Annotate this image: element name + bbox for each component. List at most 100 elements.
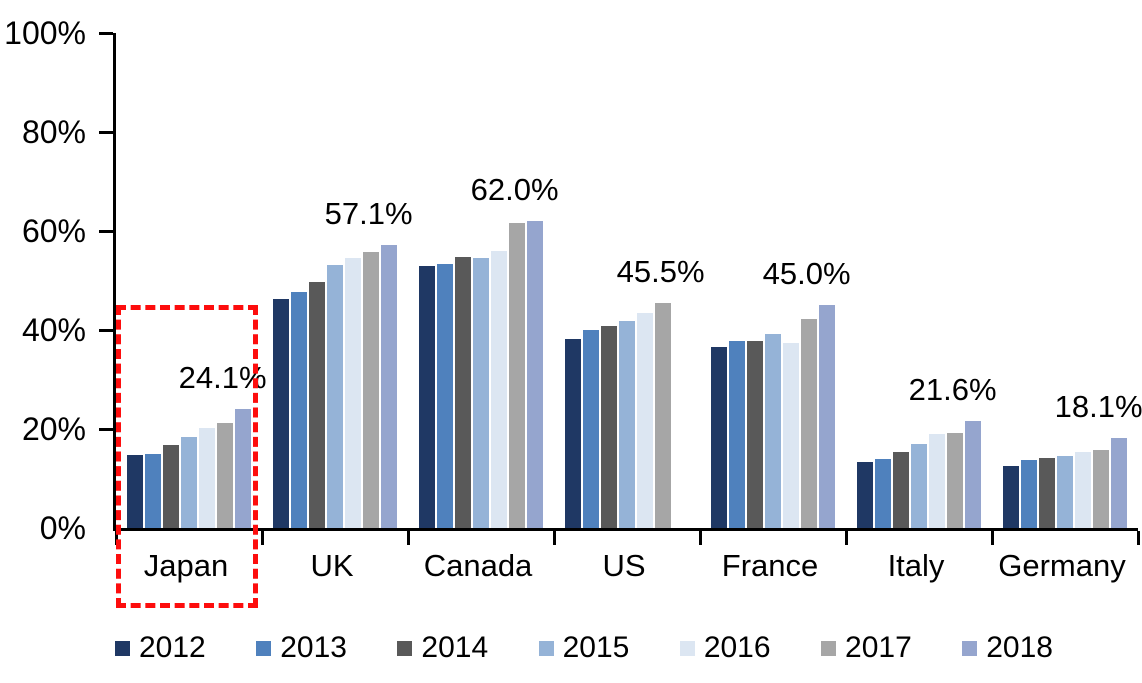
- legend-swatch-2017: [821, 640, 837, 656]
- bar-uk-2014: [309, 281, 325, 528]
- bar-canada-2014: [455, 256, 471, 528]
- legend-item-2017: 2017: [821, 633, 912, 663]
- y-axis-tick: [99, 427, 113, 431]
- category-label-us: US: [602, 548, 646, 583]
- category-label-uk: UK: [310, 548, 354, 583]
- bar-japan-2013: [145, 453, 161, 528]
- bar-germany-2012: [1003, 466, 1019, 528]
- bar-group-uk: [262, 33, 408, 528]
- bar-group-japan: [116, 33, 262, 528]
- bar-italy-2014: [893, 451, 909, 528]
- value-label-france: 45.0%: [762, 256, 851, 292]
- legend-label-2017: 2017: [845, 631, 912, 664]
- x-axis-tick: [260, 531, 264, 545]
- bar-us-2015: [619, 320, 635, 528]
- x-axis-tick: [552, 531, 556, 545]
- legend-item-2013: 2013: [256, 633, 347, 663]
- y-axis: 0% 20% 40% 60% 80% 100%: [0, 17, 99, 544]
- y-axis-tick: [99, 229, 113, 233]
- bar-italy-2013: [875, 458, 891, 528]
- category-label-germany: Germany: [998, 548, 1126, 583]
- legend-label-2015: 2015: [562, 631, 630, 664]
- category-label-france: France: [721, 548, 819, 583]
- plot-area: 24.1% 57.1% 62.0% 45.5% 45.0% 21.6% 18.1%: [99, 31, 1142, 545]
- bar-uk-2012: [273, 298, 289, 528]
- legend-swatch-2013: [256, 640, 272, 656]
- bar-france-2012: [711, 347, 727, 528]
- x-axis-tick: [406, 531, 410, 545]
- category-label-japan: Japan: [143, 548, 229, 583]
- category-label-canada: Canada: [423, 548, 533, 583]
- bar-group-italy: [846, 33, 992, 528]
- legend-item-2012: 2012: [115, 633, 206, 663]
- bar-germany-2016: [1075, 452, 1091, 528]
- bar-canada-2015: [473, 257, 489, 528]
- y-tick-label: 60%: [21, 213, 86, 249]
- bar-uk-2017: [363, 252, 379, 528]
- bar-japan-2018: [235, 408, 251, 528]
- y-axis-tick: [99, 328, 113, 332]
- legend-swatch-2016: [679, 640, 695, 656]
- legend-item-2014: 2014: [397, 633, 488, 663]
- value-label-japan: 24.1%: [178, 359, 267, 395]
- bar-uk-2018: [381, 245, 397, 528]
- y-tick-label: 0%: [39, 510, 86, 546]
- legend-item-2016: 2016: [679, 631, 771, 664]
- bar-japan-2016: [199, 428, 215, 528]
- legend-label-2016: 2016: [703, 631, 771, 664]
- bar-italy-2017: [947, 433, 963, 528]
- bar-germany-2014: [1039, 457, 1055, 528]
- bar-france-2013: [729, 341, 745, 528]
- legend: 2012 2013 2014 2015 2016 2017 2018: [115, 633, 1053, 663]
- bar-japan-2012: [127, 454, 143, 528]
- bar-us-2014: [601, 325, 617, 528]
- bar-japan-2014: [163, 444, 179, 528]
- bar-uk-2016: [345, 257, 361, 528]
- bar-france-2016: [783, 343, 799, 528]
- bar-france-2017: [801, 318, 817, 528]
- bar-germany-2013: [1021, 459, 1037, 528]
- x-axis-tick: [990, 531, 994, 545]
- value-label-us: 45.5%: [616, 253, 705, 289]
- bar-italy-2015: [911, 444, 927, 528]
- bar-canada-2017: [509, 223, 525, 528]
- legend-swatch-2012: [115, 640, 130, 656]
- x-axis-tick: [1136, 531, 1140, 545]
- bar-uk-2015: [327, 264, 343, 528]
- legend-label-2012: 2012: [139, 631, 206, 664]
- bar-group-france: [700, 33, 846, 528]
- category-label-italy: Italy: [887, 548, 945, 583]
- bar-us-2016: [637, 312, 653, 528]
- legend-item-2018: 2018: [962, 633, 1053, 663]
- y-axis-tick: [99, 130, 113, 134]
- value-label-uk: 57.1%: [324, 196, 413, 232]
- legend-swatch-2014: [397, 640, 413, 656]
- value-label-germany: 18.1%: [1054, 389, 1142, 425]
- bar-canada-2013: [437, 263, 453, 528]
- legend-swatch-2015: [538, 640, 554, 656]
- x-axis-tick: [844, 531, 848, 545]
- value-label-italy: 21.6%: [908, 372, 997, 408]
- x-axis-tick: [698, 531, 702, 545]
- bar-canada-2016: [491, 250, 507, 528]
- bar-group-canada: [408, 33, 554, 528]
- legend-label-2014: 2014: [421, 631, 489, 664]
- legend-item-2015: 2015: [538, 631, 630, 664]
- bar-italy-2016: [929, 433, 945, 528]
- bar-italy-2018: [965, 421, 981, 528]
- bar-us-2013: [583, 329, 599, 528]
- bar-japan-2015: [181, 436, 197, 528]
- y-axis-tick: [99, 31, 113, 35]
- x-axis-tick: [114, 531, 118, 545]
- bar-japan-2017: [217, 423, 233, 528]
- bar-group-us: [554, 33, 700, 528]
- bar-germany-2017: [1093, 449, 1109, 528]
- y-tick-label: 40%: [21, 312, 86, 348]
- bar-uk-2013: [291, 291, 307, 528]
- legend-label-2013: 2013: [280, 631, 347, 664]
- bar-germany-2015: [1057, 455, 1073, 528]
- bar-italy-2012: [857, 462, 873, 528]
- bar-france-2014: [747, 341, 763, 528]
- bar-us-2012: [565, 338, 581, 528]
